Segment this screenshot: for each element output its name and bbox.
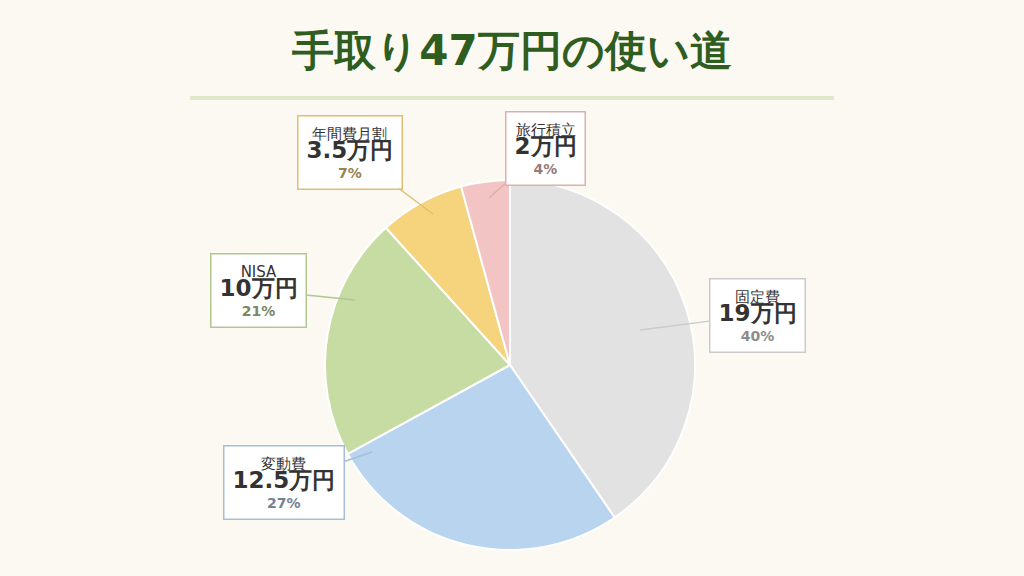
svg-text:NISA10万円21%: NISA10万円21% <box>220 263 298 319</box>
svg-text:手取り47万円の使い道: 手取り47万円の使い道 <box>291 26 731 75</box>
svg-text:変動費12.5万円27%: 変動費12.5万円27% <box>233 455 336 511</box>
svg-text:固定費19万円40%: 固定費19万円40% <box>719 288 797 344</box>
svg-text:年間費月割3.5万円7%: 年間費月割3.5万円7% <box>307 125 394 181</box>
svg-text:旅行積立2万円4%: 旅行積立2万円4% <box>515 121 577 177</box>
